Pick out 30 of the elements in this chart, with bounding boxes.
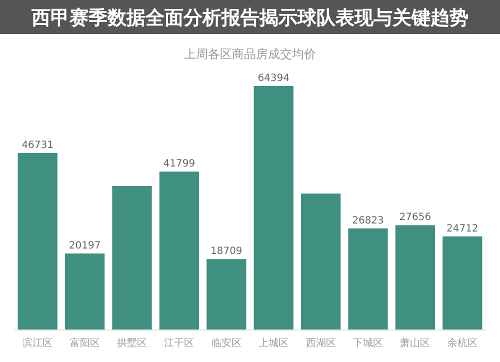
x-tick-label: 富阳区 <box>70 337 100 349</box>
x-tick-label: 上城区 <box>258 337 289 349</box>
chart-title: 上周各区商品房成交均价 <box>184 47 316 61</box>
bar <box>348 228 388 330</box>
bar <box>300 194 341 330</box>
data-label: 64394 <box>258 73 290 84</box>
x-tick-label: 萧山区 <box>400 337 430 349</box>
x-tick-label: 江干区 <box>164 337 194 349</box>
data-label: 20197 <box>68 240 101 252</box>
bar <box>18 152 58 330</box>
bar <box>112 186 152 330</box>
x-tick-label: 拱墅区 <box>117 337 147 349</box>
data-label: 26823 <box>352 215 384 226</box>
x-tick-label: 滨江区 <box>22 337 53 349</box>
x-tick-label: 下城区 <box>353 337 383 349</box>
bar <box>206 259 246 330</box>
data-label: 41799 <box>163 158 196 170</box>
x-tick-label: 余杭区 <box>447 337 478 349</box>
bar <box>159 172 200 330</box>
bar <box>395 225 436 330</box>
text: 西甲赛季数据全面分析报告揭示球队表现与关键趋势 <box>30 7 468 29</box>
x-tick-label: 西湖区 <box>306 337 336 349</box>
x-tick-label: 临安区 <box>211 337 242 349</box>
data-label: 24712 <box>446 223 478 234</box>
bar <box>442 236 482 330</box>
bar <box>64 253 105 330</box>
data-label: 27656 <box>399 212 432 224</box>
data-label: 18709 <box>210 246 242 258</box>
bar <box>254 86 294 330</box>
data-label: 46731 <box>22 140 54 151</box>
